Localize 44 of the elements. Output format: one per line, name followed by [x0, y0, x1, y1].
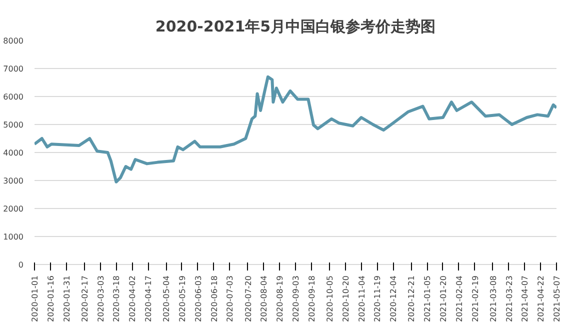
- y-tick-label: 8000: [3, 36, 24, 46]
- x-tick-label: 2020-08-19: [276, 275, 285, 322]
- x-tick-label: 2020-02-17: [80, 275, 90, 322]
- x-tick-label: 2021-03-23: [504, 275, 514, 322]
- x-tick-label: 2020-03-18: [112, 275, 122, 322]
- x-tick-label: 2020-11-19: [373, 275, 382, 322]
- x-tick-label: 2021-01-20: [438, 275, 448, 322]
- x-tick-label: 2021-04-07: [520, 275, 530, 322]
- x-tick-label: 2021-03-08: [488, 275, 498, 322]
- x-tick-label: 2020-12-04: [389, 275, 398, 322]
- x-tick-label: 2020-01-16: [46, 275, 56, 322]
- x-tick-label: 2020-06-18: [210, 275, 219, 322]
- x-tick-label: 2021-05-07: [552, 275, 562, 322]
- x-tick-label: 2020-03-03: [96, 275, 106, 322]
- x-tick-label: 2020-01-01: [30, 275, 40, 322]
- x-tick-label: 2020-12-21: [407, 275, 416, 322]
- x-tick-label: 2020-07-20: [244, 275, 253, 322]
- chart-title: 2020-2021年5月中国白银参考价走势图: [155, 18, 436, 36]
- y-tick-label: 2000: [3, 204, 24, 214]
- x-tick-label: 2020-01-31: [62, 275, 72, 322]
- x-tick-label: 2020-07-03: [226, 275, 235, 322]
- x-tick-label: 2020-09-18: [307, 275, 316, 322]
- x-tick-label: 2020-10-05: [325, 275, 334, 322]
- x-tick-label: 2020-08-04: [260, 275, 269, 322]
- y-tick-label: 4000: [3, 148, 24, 158]
- x-tick-label: 2020-10-20: [341, 275, 350, 322]
- x-tick-label: 2021-02-19: [470, 275, 480, 322]
- x-tick-label: 2020-04-17: [144, 275, 154, 322]
- line-series: [34, 75, 556, 184]
- x-tick-label: 2020-09-03: [292, 275, 300, 322]
- x-tick-label: 2021-01-05: [423, 275, 432, 322]
- y-tick-label: 7000: [3, 64, 24, 74]
- y-tick-label: 3000: [3, 176, 24, 186]
- x-tick-label: 2020-06-03: [194, 275, 203, 322]
- x-tick-label: 2021-02-04: [454, 275, 464, 322]
- x-tick-label: 2020-05-19: [178, 275, 187, 322]
- x-tick-label: 2020-04-02: [128, 275, 138, 322]
- x-tick-label: 2021-04-22: [536, 275, 546, 322]
- y-tick-label: 1000: [3, 232, 24, 242]
- y-tick-label: 0: [18, 260, 24, 270]
- y-tick-label: 6000: [3, 92, 24, 102]
- y-tick-label: 5000: [3, 120, 24, 130]
- x-tick-label: 2020-05-04: [162, 275, 172, 322]
- x-tick-label: 2020-11-04: [357, 275, 366, 322]
